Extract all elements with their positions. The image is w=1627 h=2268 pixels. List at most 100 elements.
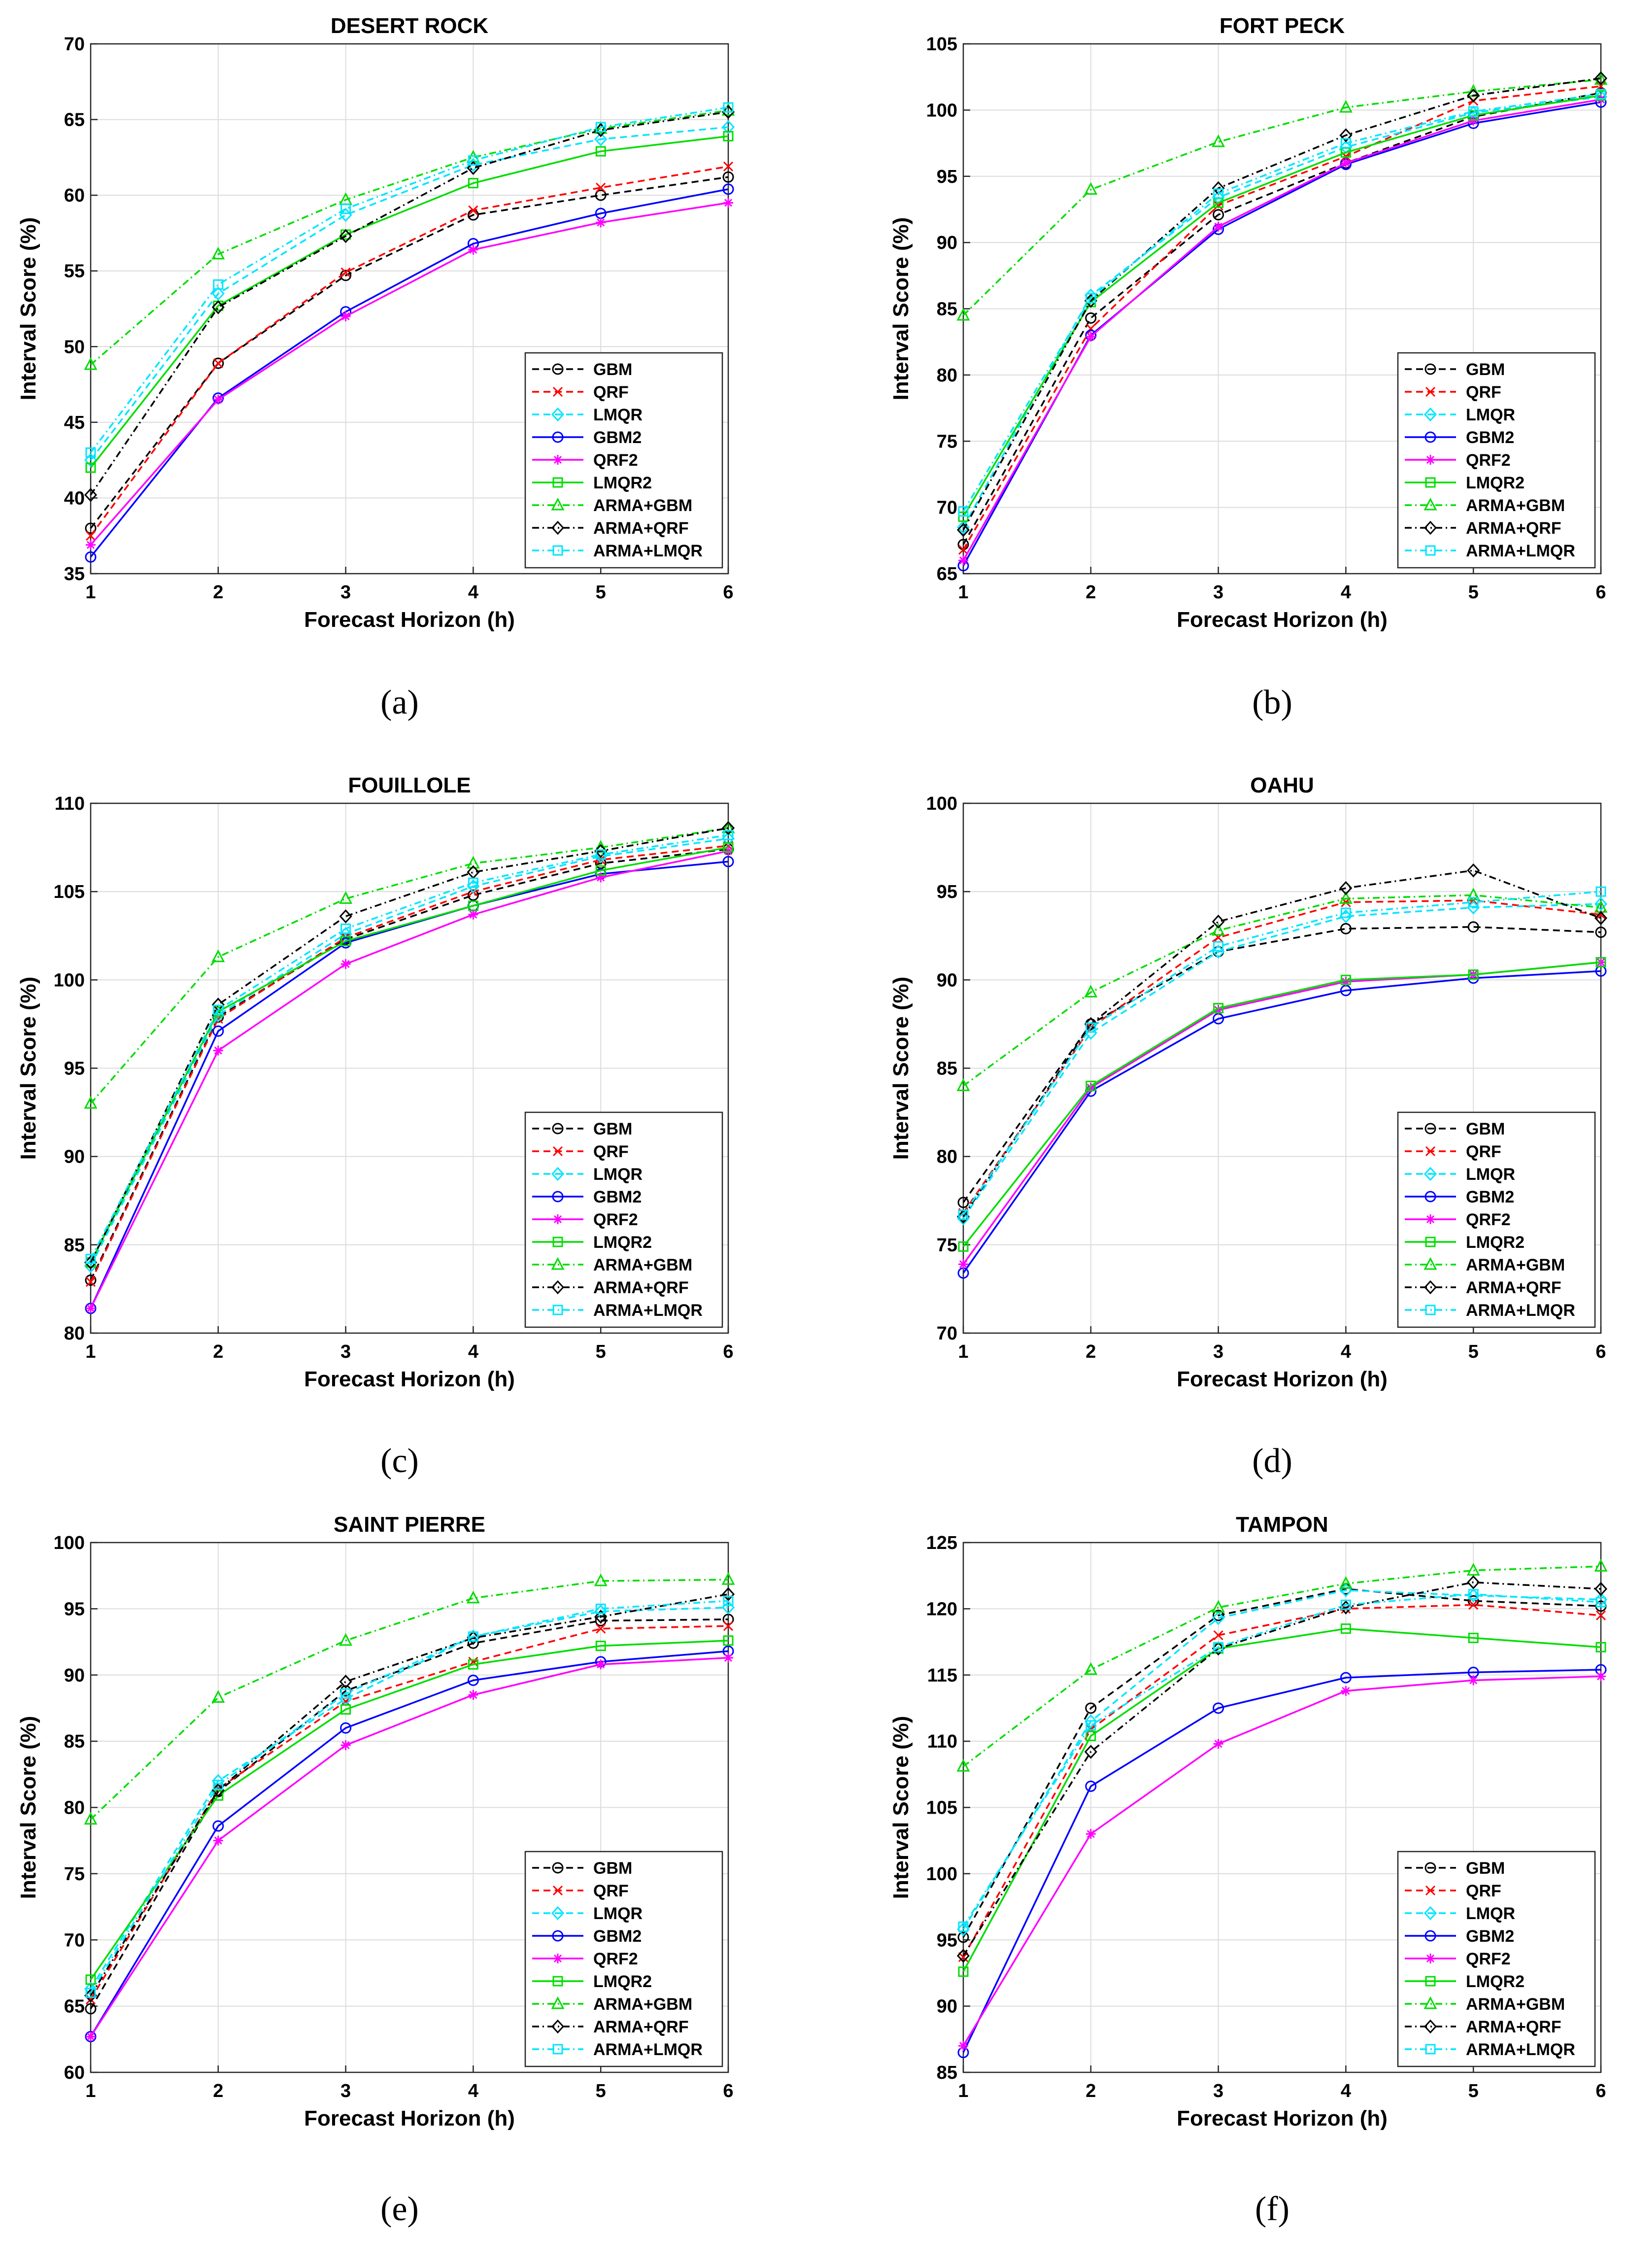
data-point: [1084, 1714, 1097, 1729]
legend: GBM QRF LMQR GBM2 QRF2 LMQR2 ARMA+GBM ARMA+QRF A…: [524, 1851, 723, 2067]
legend-marker: [551, 1996, 565, 2009]
legend-label: QRF: [1466, 383, 1501, 402]
series-line: [90, 1593, 729, 1996]
data-point: [340, 959, 351, 969]
y-tick-label: 110: [927, 1731, 957, 1752]
data-point: [1213, 188, 1224, 199]
data-point: [1085, 1022, 1096, 1033]
x-tick-label: 5: [596, 582, 606, 603]
legend-label: LMQR: [1466, 1165, 1515, 1184]
data-point: [1085, 1702, 1097, 1714]
data-point: [1340, 974, 1351, 985]
data-point: [1085, 1781, 1097, 1792]
x-axis-label: Forecast Horizon (h): [304, 1367, 515, 1391]
legend-marker: [551, 497, 565, 511]
data-point: [340, 923, 351, 934]
series-line: [962, 85, 1601, 550]
x-axis-label: Forecast Horizon (h): [1177, 608, 1388, 632]
x-tick-label: 5: [1468, 1341, 1479, 1362]
legend-marker: [1425, 1146, 1436, 1157]
legend-marker: [551, 1906, 565, 1921]
data-point: [84, 1812, 98, 1825]
legend-label: LMQR: [593, 1165, 643, 1184]
data-point: [84, 357, 98, 370]
legend-marker: [552, 545, 563, 556]
data-point: [958, 545, 969, 555]
data-point: [1594, 1581, 1608, 1596]
data-point: [721, 1587, 735, 1602]
data-point: [594, 132, 608, 146]
legend-label: ARMA+QRF: [593, 2018, 689, 2036]
series-arma-lmqr: [85, 1595, 734, 1998]
legend-label: GBM2: [1466, 1188, 1514, 1206]
series-line: [90, 202, 729, 546]
series-line: [962, 1669, 1601, 2053]
data-point: [85, 447, 96, 458]
legend-marker: [1425, 455, 1435, 465]
legend-label: LMQR2: [1466, 474, 1525, 492]
data-point: [956, 1922, 970, 1936]
panel-caption-text: (f): [1255, 2190, 1289, 2228]
legend-label: ARMA+LMQR: [1466, 542, 1575, 560]
data-point: [594, 123, 608, 137]
series-line: [962, 891, 1601, 1215]
legend-marker: [552, 2044, 563, 2055]
data-point: [84, 488, 98, 502]
data-point: [1468, 106, 1479, 117]
data-point: [1084, 294, 1097, 308]
series-line: [962, 99, 1601, 561]
data-point: [594, 1573, 608, 1586]
panel-caption: (e): [380, 2190, 419, 2228]
panel-caption: (b): [1252, 684, 1292, 722]
x-axis-label: Forecast Horizon (h): [1177, 2106, 1388, 2131]
data-point: [339, 909, 352, 924]
data-point: [723, 846, 733, 856]
legend-label: ARMA+GBM: [1466, 1256, 1565, 1274]
legend: GBM QRF LMQR GBM2 QRF2 LMQR2 ARMA+GBM ARMA+QRF A…: [524, 1111, 723, 1328]
data-point: [1084, 1026, 1097, 1040]
legend-marker: [553, 1214, 563, 1224]
legend-marker: [1424, 1280, 1437, 1295]
data-point: [596, 1659, 606, 1670]
data-point: [596, 872, 606, 883]
legend-marker: [1425, 386, 1436, 397]
data-point: [1212, 923, 1225, 936]
legend-marker: [551, 1257, 565, 1270]
data-point: [1595, 1597, 1606, 1608]
data-point: [467, 158, 480, 172]
x-tick-label: 4: [1341, 1341, 1351, 1362]
x-tick-label: 6: [1595, 2081, 1606, 2101]
data-point: [723, 1621, 734, 1631]
data-point: [1085, 1730, 1096, 1741]
series-qrf2: [958, 1671, 1606, 2051]
legend-label: LMQR2: [593, 474, 652, 492]
data-point: [1085, 331, 1096, 342]
legend-label: ARMA+QRF: [1466, 2018, 1561, 2036]
legend-marker: [552, 1976, 563, 1987]
data-point: [958, 1259, 968, 1270]
data-point: [213, 1045, 223, 1056]
y-tick-label: 85: [937, 299, 957, 320]
legend-marker: [1424, 407, 1437, 422]
data-point: [1084, 1745, 1097, 1759]
series-arma-gbm: [84, 1572, 735, 1825]
data-point: [958, 555, 968, 566]
data-point: [1213, 1642, 1224, 1652]
legend-label: GBM: [1466, 360, 1505, 379]
series-qrf: [85, 161, 734, 541]
legend-marker: [552, 1862, 564, 1874]
legend: GBM QRF LMQR GBM2 QRF2 LMQR2 ARMA+GBM ARMA+QRF A…: [524, 352, 723, 569]
data-point: [339, 1674, 352, 1689]
series-line: [962, 1675, 1601, 2047]
data-point: [723, 1595, 734, 1606]
data-point: [467, 879, 480, 893]
x-tick-label: 2: [1085, 582, 1096, 603]
data-point: [957, 1931, 969, 1943]
series-line: [90, 850, 729, 1309]
legend-marker: [1424, 363, 1436, 375]
data-point: [211, 246, 225, 260]
y-tick-label: 95: [937, 882, 957, 902]
series-line: [962, 96, 1601, 528]
data-point: [721, 820, 735, 833]
legend-label: QRF2: [593, 1210, 638, 1229]
